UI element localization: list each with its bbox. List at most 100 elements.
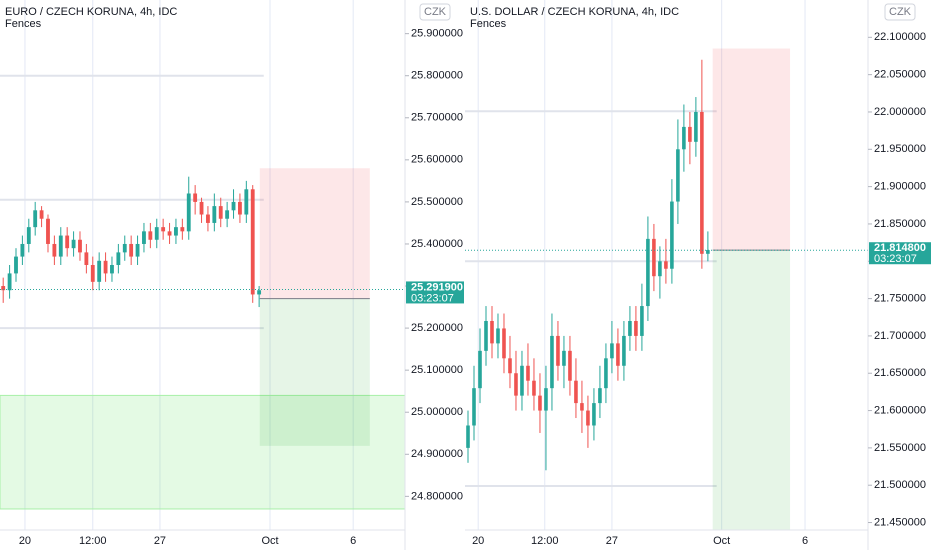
y-tick-label: 25.100000 bbox=[411, 364, 463, 376]
y-tick-label: 21.700000 bbox=[874, 330, 926, 342]
candle-body bbox=[135, 243, 140, 257]
target-zone bbox=[259, 298, 370, 446]
stop-zone bbox=[259, 168, 370, 299]
candle-body bbox=[193, 193, 198, 202]
y-tick-label: 25.600000 bbox=[411, 154, 463, 166]
candle-body bbox=[225, 210, 230, 219]
candle-body bbox=[180, 227, 185, 232]
candle-body bbox=[116, 252, 121, 265]
price-label: 25.291900 bbox=[411, 281, 463, 293]
price-label: 21.814800 bbox=[874, 242, 926, 254]
candle-body bbox=[26, 227, 31, 244]
candle-body bbox=[238, 201, 242, 215]
candle-body bbox=[658, 261, 662, 277]
price-badge bbox=[869, 242, 931, 265]
y-tick-label: 25.900000 bbox=[411, 28, 463, 40]
candle-body bbox=[244, 189, 249, 215]
y-tick-label: 24.800000 bbox=[411, 490, 463, 502]
candle-body bbox=[610, 343, 614, 359]
candle-body bbox=[694, 111, 698, 142]
y-tick-label: 21.600000 bbox=[874, 404, 926, 416]
currency-button[interactable] bbox=[419, 3, 451, 21]
x-tick-label: 27 bbox=[154, 535, 166, 547]
y-tick-label: 25.800000 bbox=[411, 70, 463, 82]
y-tick-label: 25.700000 bbox=[411, 112, 463, 124]
candle-body bbox=[706, 250, 710, 254]
candle-body bbox=[218, 206, 223, 219]
candle-body bbox=[622, 335, 626, 366]
candle-body bbox=[58, 235, 63, 257]
y-tick-label: 22.050000 bbox=[874, 69, 926, 81]
candle-body bbox=[700, 111, 704, 254]
currency-button[interactable] bbox=[884, 3, 916, 21]
candle-body bbox=[520, 365, 524, 396]
chart-title: EURO / CZECH KORUNA, 4h, IDC bbox=[5, 6, 177, 18]
y-tick-label: 25.200000 bbox=[411, 322, 463, 334]
countdown-label: 03:23:07 bbox=[411, 292, 454, 304]
currency-label[interactable]: CZK bbox=[889, 6, 912, 18]
fence-band bbox=[0, 394, 406, 510]
candle-body bbox=[161, 227, 166, 232]
y-tick-label: 22.100000 bbox=[874, 31, 926, 43]
candle-body bbox=[652, 238, 656, 277]
x-tick-label: 6 bbox=[350, 535, 356, 547]
candle-body bbox=[129, 243, 134, 257]
candle-body bbox=[676, 149, 680, 202]
candle-body bbox=[46, 218, 50, 244]
x-tick-label: 12:00 bbox=[531, 535, 559, 547]
candle-body bbox=[148, 231, 153, 240]
candle-body bbox=[257, 290, 262, 295]
candle-body bbox=[496, 328, 500, 344]
candle-body bbox=[670, 201, 674, 269]
x-tick-label: 20 bbox=[472, 535, 484, 547]
candle-body bbox=[580, 403, 584, 411]
candle-body bbox=[532, 380, 536, 396]
candle-body bbox=[508, 358, 512, 374]
candle-body bbox=[174, 227, 178, 236]
candle-body bbox=[20, 243, 25, 257]
candle-body bbox=[616, 343, 620, 366]
chart-title: U.S. DOLLAR / CZECH KORUNA, 4h, IDC bbox=[470, 6, 679, 18]
y-tick-label: 25.500000 bbox=[411, 196, 463, 208]
candle-body bbox=[84, 252, 89, 265]
candle-body bbox=[604, 358, 608, 389]
y-tick-label: 24.900000 bbox=[411, 448, 463, 460]
candle-body bbox=[556, 335, 560, 366]
candle-body bbox=[478, 350, 482, 389]
candle-body bbox=[598, 388, 602, 404]
y-tick-label: 21.950000 bbox=[874, 143, 926, 155]
candle-body bbox=[586, 410, 590, 426]
candle-body bbox=[39, 210, 44, 219]
candle-body bbox=[78, 239, 82, 253]
candle-body bbox=[154, 227, 159, 240]
candle-body bbox=[250, 189, 255, 295]
candle-body bbox=[550, 335, 554, 389]
candle-body bbox=[544, 388, 548, 411]
candle-body bbox=[640, 306, 644, 336]
y-tick-label: 21.450000 bbox=[874, 516, 926, 528]
countdown-label: 03:23:07 bbox=[874, 253, 917, 265]
candle-body bbox=[484, 320, 488, 351]
y-tick-label: 22.000000 bbox=[874, 106, 926, 118]
currency-label[interactable]: CZK bbox=[424, 6, 447, 18]
x-tick-label: 20 bbox=[19, 535, 31, 547]
chart-subtitle: Fences bbox=[5, 18, 42, 30]
candle-body bbox=[71, 239, 76, 249]
target-zone bbox=[712, 250, 791, 530]
candle-body bbox=[682, 126, 686, 150]
chart-subtitle: Fences bbox=[470, 18, 507, 30]
candle-body bbox=[7, 273, 12, 291]
y-tick-label: 25.000000 bbox=[411, 406, 463, 418]
candle-body bbox=[466, 425, 470, 448]
candle-body bbox=[212, 206, 217, 223]
candle-body bbox=[646, 238, 650, 307]
candle-body bbox=[490, 320, 494, 344]
candle-body bbox=[142, 231, 146, 244]
candle-body bbox=[65, 235, 70, 249]
price-badge bbox=[406, 281, 464, 304]
candle-body bbox=[186, 193, 191, 232]
x-tick-label: Oct bbox=[713, 535, 730, 547]
candle-body bbox=[628, 320, 632, 336]
candle-body bbox=[1, 286, 6, 291]
